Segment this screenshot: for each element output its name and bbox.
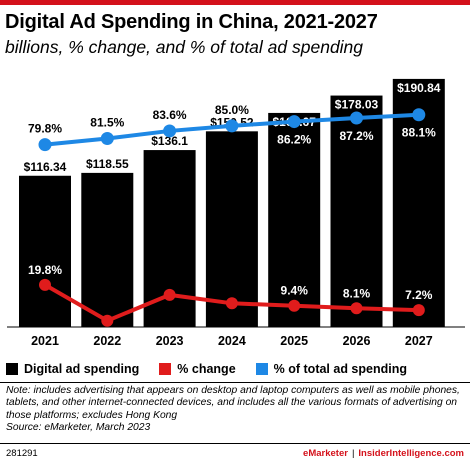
pct-change-point-2022: [101, 314, 114, 327]
bar-value-label-2022: $118.55: [86, 157, 129, 171]
pct-total-label-2022: 81.5%: [90, 116, 124, 130]
legend-label: % change: [177, 362, 236, 376]
header-accent-rule: [0, 0, 470, 5]
chart-subtitle: billions, % change, and % of total ad sp…: [5, 37, 364, 57]
bar-value-labels: $116.34$118.55$136.1$150.52$164.67$178.0…: [24, 81, 441, 174]
chart-id: 281291: [6, 448, 38, 459]
x-tick-2021: 2021: [31, 334, 59, 348]
x-tick-2023: 2023: [156, 334, 184, 348]
pct-total-point-2027: [412, 108, 426, 122]
pct-change-label-2023: 14.8%: [153, 273, 187, 287]
pct-total-label-2027: 88.1%: [402, 126, 436, 140]
pct-change-point-2023: [163, 288, 176, 301]
bar-value-label-2026: $178.03: [335, 98, 379, 112]
legend-swatch-blue: [255, 363, 268, 375]
line-series-pct-total: 79.8% 81.5% 83.6% 85.0% 86.2% 87.2% 88.1%: [28, 103, 436, 152]
source-text: Source: eMarketer, March 2023: [6, 421, 151, 433]
pct-total-label-2025: 86.2%: [277, 133, 311, 147]
x-tick-2025: 2025: [280, 334, 308, 348]
legend-label: % of total ad spending: [273, 362, 407, 376]
pct-total-label-2024: 85.0%: [215, 103, 249, 117]
footer: 281291 eMarketer | InsiderIntelligence.com: [0, 445, 470, 461]
pct-change-point-2021: [39, 278, 51, 291]
bar-value-label-2027: $190.84: [397, 81, 441, 95]
brand-name: eMarketer: [303, 448, 348, 459]
legend-swatch-red: [159, 363, 172, 375]
line-series-pct-change: 19.8% 1.9% 14.8% 10.6% 9.4% 8.1% 7.2%: [28, 263, 433, 327]
pct-total-point-2022: [100, 132, 114, 145]
pct-change-label-2026: 8.1%: [343, 286, 371, 300]
pct-total-point-2025: [287, 115, 301, 129]
pct-change-label-2025: 9.4%: [281, 284, 309, 298]
bar-value-label-2023: $136.1: [151, 134, 188, 148]
bar-2021: [19, 175, 71, 327]
pct-total-point-2026: [350, 111, 363, 125]
bar-2024: [205, 131, 258, 327]
x-tick-2022: 2022: [93, 334, 121, 348]
pct-total-label-2026: 87.2%: [339, 129, 373, 143]
site-name: InsiderIntelligence.com: [358, 448, 464, 459]
x-tick-2027: 2027: [405, 334, 433, 348]
combo-chart: $116.34$118.55$136.1$150.52$164.67$178.0…: [7, 78, 465, 348]
pct-change-point-2024: [225, 297, 238, 310]
x-tick-2026: 2026: [343, 334, 371, 348]
footer-branding: eMarketer | InsiderIntelligence.com: [303, 448, 464, 459]
note-text: Note: includes advertising that appears …: [6, 385, 460, 421]
bar-2026: [330, 95, 383, 327]
x-axis-tick-labels: 2021 2022 2023 2024 2025 2026 2027: [31, 334, 433, 348]
pct-change-point-2026: [350, 302, 363, 315]
pct-total-point-2024: [225, 119, 239, 133]
legend-divider: [0, 382, 470, 383]
pct-change-label-2024: 10.6%: [215, 281, 249, 295]
legend-item-pct-change: % change: [159, 362, 236, 376]
pct-total-label-2023: 83.6%: [153, 108, 187, 122]
pct-change-label-2022: 1.9%: [94, 299, 122, 313]
bar-value-label-2021: $116.34: [24, 160, 67, 174]
pct-total-label-2021: 79.8%: [28, 122, 62, 136]
legend-item-pct-total: % of total ad spending: [255, 362, 407, 376]
chart-title: Digital Ad Spending in China, 2021-2027: [5, 11, 378, 33]
pct-change-label-2027: 7.2%: [405, 288, 433, 302]
chart-legend: Digital ad spending % change % of total …: [6, 360, 427, 378]
pct-change-point-2027: [412, 304, 425, 317]
chart-note: Note: includes advertising that appears …: [6, 385, 468, 434]
bar-2025: [268, 112, 321, 327]
pct-change-point-2025: [288, 299, 301, 312]
legend-item-digital-ad-spending: Digital ad spending: [6, 362, 139, 376]
footer-separator: |: [351, 448, 355, 459]
pct-total-point-2023: [163, 124, 177, 138]
pct-total-point-2021: [38, 138, 52, 152]
bar-2022: [81, 172, 134, 327]
pct-change-label-2021: 19.8%: [28, 263, 62, 277]
legend-swatch-black: [6, 363, 18, 375]
footer-divider: [0, 443, 470, 444]
x-tick-2024: 2024: [218, 334, 246, 348]
legend-label: Digital ad spending: [24, 362, 140, 376]
